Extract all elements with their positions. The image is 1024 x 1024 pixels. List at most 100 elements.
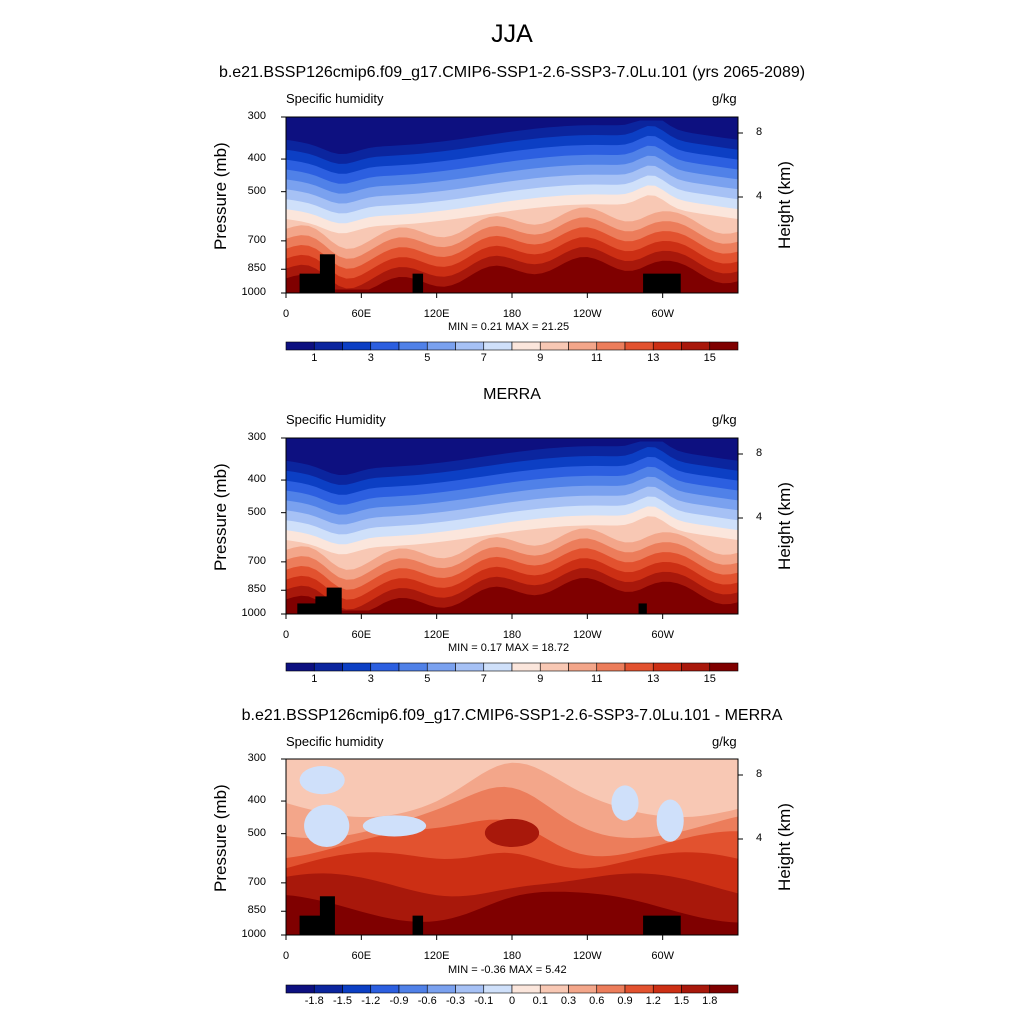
- y-tick-label: 1000: [241, 286, 266, 298]
- colorbar-swatch: [342, 341, 372, 351]
- colorbar-swatch: [539, 341, 569, 351]
- colorbar-label: -1.5: [333, 995, 352, 1007]
- panel-2-field: [286, 438, 738, 614]
- y2-tick-label: 4: [756, 511, 763, 523]
- panel-2-minmax: MIN = 0.17 MAX = 18.72: [448, 642, 570, 654]
- topography-mask: [412, 915, 424, 935]
- colorbar-swatch: [652, 662, 682, 672]
- x-tick-label: 60E: [351, 308, 372, 320]
- colorbar-label: 0.1: [532, 995, 548, 1007]
- topography-mask: [412, 273, 424, 293]
- y-axis-label: Pressure (mb): [211, 142, 230, 250]
- colorbar-label: 0.9: [617, 995, 633, 1007]
- x-tick-label: 180: [502, 308, 522, 320]
- x-tick-label: 0: [282, 950, 290, 962]
- colorbar-swatch: [596, 662, 626, 672]
- colorbar-swatch: [342, 984, 372, 994]
- colorbar-label: -0.6: [417, 995, 437, 1007]
- colorbar-swatch: [483, 662, 513, 672]
- topography-mask: [319, 896, 335, 935]
- panel-2-units-label: g/kg: [712, 412, 737, 427]
- y-tick-label: 1000: [241, 928, 266, 940]
- colorbar-swatch: [370, 984, 400, 994]
- colorbar-swatch: [596, 341, 626, 351]
- y2-tick-label: 8: [756, 447, 763, 459]
- x-tick-label: 120E: [423, 308, 450, 320]
- y-tick-label: 500: [247, 826, 266, 839]
- colorbar-swatch: [709, 662, 739, 672]
- panel-1-title: b.e21.BSSP126cmip6.f09_g17.CMIP6-SSP1-2.…: [218, 64, 806, 81]
- panel-2-variable-label: Specific Humidity: [286, 412, 386, 427]
- colorbar-swatch: [568, 341, 598, 351]
- colorbar-swatch: [398, 341, 428, 351]
- y2-tick-label: 8: [756, 126, 763, 138]
- panel-2-plot: [281, 437, 743, 619]
- colorbar-swatch: [342, 662, 372, 672]
- colorbar-label: 7: [480, 673, 487, 685]
- colorbar-swatch: [624, 984, 654, 994]
- colorbar-swatch: [539, 984, 569, 994]
- contour-band: [484, 818, 540, 847]
- colorbar-label: 1.8: [702, 995, 718, 1007]
- colorbar-swatch: [681, 341, 711, 351]
- colorbar-label: 0: [508, 995, 516, 1007]
- x-tick-label: 120W: [572, 629, 602, 641]
- colorbar-swatch: [681, 662, 711, 672]
- colorbar-swatch: [398, 984, 428, 994]
- colorbar-swatch: [455, 341, 485, 351]
- y-tick-label: 700: [247, 875, 266, 888]
- y-tick-label: 700: [247, 233, 266, 246]
- colorbar-swatch: [652, 341, 682, 351]
- topography-mask: [326, 587, 342, 614]
- colorbar-swatch: [511, 984, 541, 994]
- colorbar-label: -0.3: [446, 995, 465, 1007]
- panel-3-units-label: g/kg: [712, 734, 737, 749]
- colorbar-swatch: [313, 341, 343, 351]
- colorbar-label: 7: [480, 352, 487, 364]
- colorbar-label: 15: [703, 352, 716, 364]
- panel-3-colorbar: [285, 984, 739, 994]
- y2-tick-label: 4: [756, 190, 763, 202]
- x-tick-label: 120W: [572, 308, 602, 320]
- panel-1-variable-label: Specific humidity: [286, 91, 384, 106]
- colorbar-label: -1.8: [304, 995, 324, 1007]
- y-tick-label: 400: [247, 152, 266, 165]
- panel-2-title: MERRA: [483, 386, 541, 403]
- y-tick-label: 300: [247, 431, 266, 443]
- colorbar-swatch: [426, 341, 456, 351]
- colorbar-label: 1.5: [673, 995, 690, 1007]
- colorbar-swatch: [426, 984, 456, 994]
- colorbar-label: 0.6: [589, 995, 605, 1007]
- x-tick-label: 0: [282, 629, 290, 641]
- colorbar-label: 1.2: [645, 995, 661, 1007]
- colorbar-label: 0.3: [560, 995, 577, 1007]
- colorbar-swatch: [596, 984, 626, 994]
- y-tick-label: 850: [247, 583, 266, 596]
- panel-1-units-label: g/kg: [712, 91, 737, 106]
- contour-band: [611, 785, 639, 821]
- x-tick-label: 120E: [423, 629, 450, 641]
- y-tick-label: 850: [247, 262, 266, 275]
- panel-3-title: b.e21.BSSP126cmip6.f09_g17.CMIP6-SSP1-2.…: [241, 707, 783, 724]
- main-title: JJA: [491, 20, 533, 48]
- colorbar-swatch: [285, 984, 315, 994]
- x-tick-label: 120E: [423, 950, 450, 962]
- y-axis-label: Pressure (mb): [211, 784, 230, 892]
- x-tick-label: 180: [502, 950, 522, 962]
- colorbar-swatch: [539, 662, 569, 672]
- y2-tick-label: 8: [756, 768, 763, 780]
- panel-3-minmax: MIN = -0.36 MAX = 5.42: [448, 964, 567, 976]
- colorbar-swatch: [285, 341, 315, 351]
- topography-mask: [297, 603, 322, 614]
- contour-band: [286, 578, 738, 614]
- y-tick-label: 500: [247, 505, 266, 518]
- colorbar-swatch: [681, 984, 711, 994]
- colorbar-label: 1: [311, 673, 318, 685]
- y-tick-label: 300: [247, 110, 266, 122]
- y2-axis-label: Height (km): [775, 482, 794, 570]
- x-tick-label: 120W: [572, 950, 602, 962]
- y-tick-label: 400: [247, 794, 266, 807]
- topography-mask: [643, 273, 681, 293]
- panel-3-plot: [281, 758, 743, 940]
